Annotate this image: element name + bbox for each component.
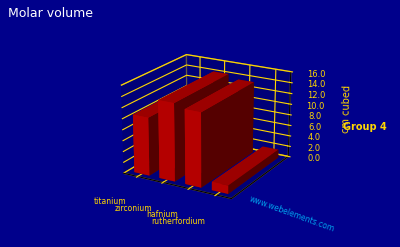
Text: Molar volume: Molar volume — [8, 7, 93, 21]
Text: www.webelements.com: www.webelements.com — [248, 195, 336, 234]
